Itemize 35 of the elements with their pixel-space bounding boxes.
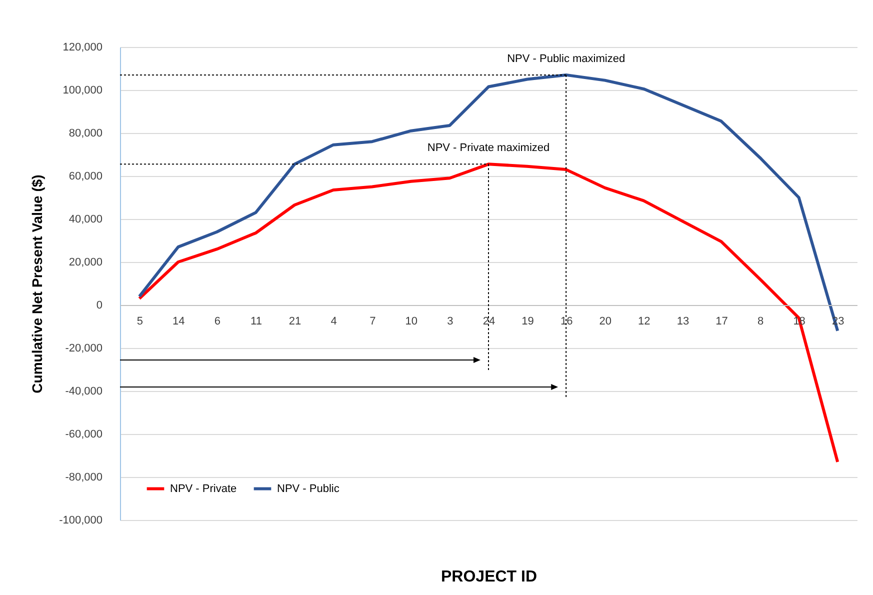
y-tick-label: -100,000 [59, 514, 102, 526]
x-tick-label: 14 [172, 316, 185, 328]
y-tick-label: -20,000 [65, 342, 102, 354]
x-tick-label: 20 [599, 316, 612, 328]
y-tick-label: 60,000 [68, 170, 102, 182]
y-tick-label: 100,000 [62, 84, 102, 96]
y-tick-label: 20,000 [68, 256, 102, 268]
annotation: NPV - Private maximized [427, 142, 550, 154]
y-tick-label: -60,000 [65, 428, 102, 440]
x-tick-label: 11 [250, 316, 262, 328]
x-tick-label: 21 [288, 316, 302, 328]
x-tick-label: 7 [370, 316, 376, 328]
y-tick-label: 0 [96, 300, 102, 312]
x-tick-label: 24 [482, 316, 496, 328]
y-tick-label: -40,000 [65, 386, 102, 398]
x-tick-label: 12 [638, 316, 650, 328]
annotation: NPV - Public maximized [507, 52, 626, 65]
x-tick-label: 13 [676, 316, 690, 328]
x-tick-label: 10 [405, 316, 418, 328]
legend-label: NPV - Private [170, 482, 237, 495]
x-tick-label: 8 [757, 316, 764, 328]
x-axis-title: PROJECT ID [440, 568, 538, 586]
y-tick-label: 80,000 [68, 128, 102, 140]
y-tick-label: 40,000 [68, 214, 102, 226]
x-tick-label: 16 [560, 316, 573, 328]
x-tick-label: 19 [522, 316, 534, 328]
x-tick-label: 6 [214, 316, 221, 328]
x-tick-label: 4 [330, 316, 337, 328]
x-tick-label: 5 [136, 316, 143, 328]
y-tick-label: -80,000 [65, 472, 102, 484]
legend-label: NPV - Public [277, 482, 340, 495]
x-tick-label: 3 [447, 316, 454, 328]
y-tick-label: 120,000 [62, 42, 102, 54]
y-axis-title: Cumulative Net Present Value ($) [29, 174, 46, 394]
x-tick-label: 17 [716, 316, 728, 328]
